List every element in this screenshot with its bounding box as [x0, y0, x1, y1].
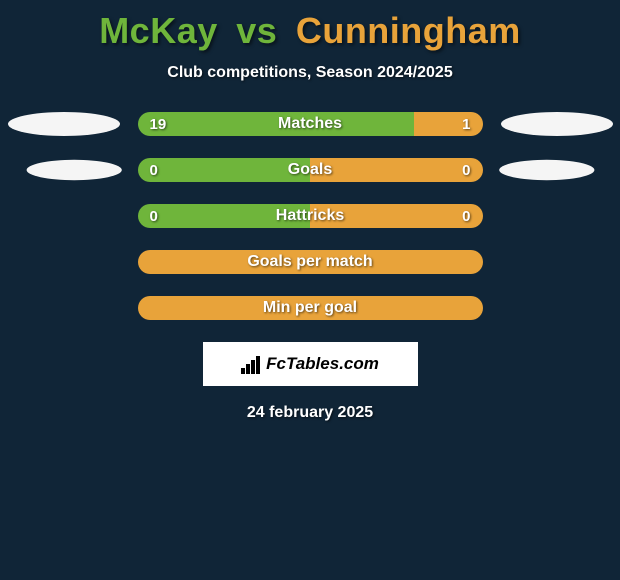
- badge-text: FcTables.com: [266, 354, 379, 374]
- value-right: 0: [462, 208, 470, 225]
- bar-label: Min per goal: [263, 299, 357, 317]
- bar-seg-left: 19: [138, 112, 414, 136]
- bar-chart-icon: [241, 354, 260, 374]
- bar-goals-per-match: Goals per match: [138, 250, 483, 274]
- value-right: 1: [462, 116, 470, 133]
- bar-matches: 19 1 Matches: [138, 112, 483, 136]
- source-badge: FcTables.com: [203, 342, 418, 386]
- pill-right: [501, 112, 613, 136]
- bar-seg-left: 0: [138, 158, 311, 182]
- bar-hattricks: 0 0 Hattricks: [138, 204, 483, 228]
- date-text: 24 february 2025: [0, 404, 620, 422]
- stat-row-hattricks: 0 0 Hattricks: [0, 204, 620, 228]
- value-left: 19: [150, 116, 167, 133]
- pill-left: [8, 112, 120, 136]
- bar-seg-right: 1: [414, 112, 483, 136]
- bar-seg-right: 0: [310, 158, 483, 182]
- stat-row-matches: 19 1 Matches: [0, 112, 620, 136]
- page-title: McKay vs Cunningham: [0, 0, 620, 52]
- value-right: 0: [462, 162, 470, 179]
- stat-rows: 19 1 Matches 0 0 Goals 0: [0, 112, 620, 320]
- bar-label: Goals: [288, 161, 332, 179]
- vs-text: vs: [236, 10, 277, 51]
- bar-label: Hattricks: [276, 207, 344, 225]
- player2-name: Cunningham: [296, 10, 521, 51]
- bar-goals: 0 0 Goals: [138, 158, 483, 182]
- value-left: 0: [150, 162, 158, 179]
- bar-min-per-goal: Min per goal: [138, 296, 483, 320]
- subtitle: Club competitions, Season 2024/2025: [0, 64, 620, 82]
- pill-left: [26, 160, 121, 180]
- pill-right: [499, 160, 594, 180]
- player1-name: McKay: [99, 10, 218, 51]
- bar-label: Matches: [278, 115, 342, 133]
- bar-label: Goals per match: [247, 253, 372, 271]
- value-left: 0: [150, 208, 158, 225]
- stat-row-goals: 0 0 Goals: [0, 158, 620, 182]
